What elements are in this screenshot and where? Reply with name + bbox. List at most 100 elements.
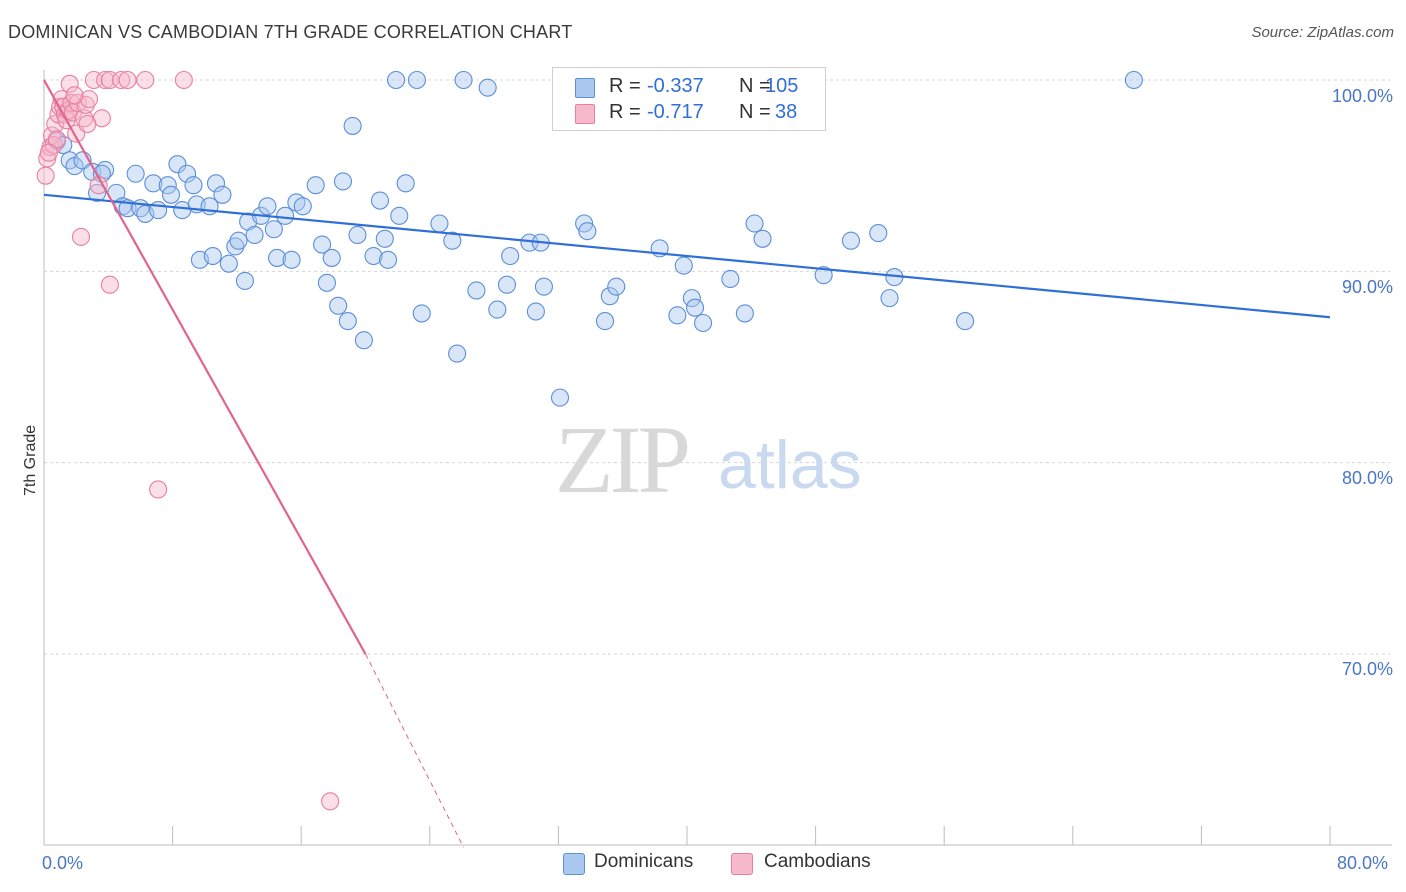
- cambodian-point: [321, 792, 340, 811]
- dominican-point: [229, 231, 248, 250]
- cambodian-point: [174, 70, 193, 90]
- dominican-point: [213, 185, 232, 204]
- dominican-point: [745, 214, 764, 233]
- dominican-point: [313, 235, 332, 254]
- y-tick-label: 100.0%: [1331, 86, 1393, 106]
- dominican-point: [293, 197, 312, 216]
- y-tick-label: 70.0%: [1341, 659, 1393, 679]
- dominican-point: [443, 231, 462, 250]
- cambodian-point: [100, 275, 119, 294]
- dominican-point: [814, 266, 833, 285]
- dominican-point: [375, 229, 394, 248]
- dominican-point: [600, 287, 619, 306]
- dominican-point: [682, 289, 701, 308]
- cambodian-legend-swatch: [731, 853, 753, 875]
- dominican-point: [276, 206, 295, 225]
- dominican-point: [735, 304, 754, 323]
- dominican-point: [306, 176, 325, 195]
- dominican-point: [317, 273, 336, 292]
- dominican-point: [178, 164, 197, 183]
- cambodian-point: [71, 227, 91, 246]
- dominican-point: [607, 277, 626, 296]
- dominican-point: [235, 271, 254, 290]
- cambodian-point: [118, 70, 137, 90]
- dominican-point: [526, 302, 545, 321]
- dominican-point: [430, 214, 449, 233]
- dominican-point: [126, 164, 145, 183]
- dominican-point: [206, 174, 226, 193]
- cambodian-point: [79, 90, 99, 109]
- cambodian-point: [36, 166, 55, 185]
- dominican-point: [87, 183, 107, 202]
- chart-source: Source: ZipAtlas.com: [1251, 24, 1394, 41]
- dominican-point: [869, 224, 888, 243]
- legend-r-value: -0.337: [647, 75, 704, 97]
- legend-n-label: N =: [739, 101, 771, 123]
- dominican-point: [343, 116, 362, 135]
- cambodian-point: [112, 70, 131, 90]
- cambodian-point: [78, 114, 97, 134]
- gridlines: [44, 79, 1390, 655]
- dominican-legend-swatch: [563, 853, 585, 875]
- cambodian-point: [136, 70, 155, 90]
- dominican-point: [203, 246, 222, 266]
- dominican-point: [478, 78, 497, 97]
- dominican-point: [364, 246, 383, 266]
- dominican-point: [219, 254, 238, 273]
- dominican-point: [329, 296, 348, 315]
- dominican-point: [378, 250, 398, 269]
- x-tick-label: 0.0%: [42, 853, 84, 873]
- dominican-point: [841, 231, 861, 250]
- dominican-point: [338, 312, 357, 331]
- dominican-point: [161, 185, 181, 204]
- dominican-point: [258, 197, 277, 216]
- dominican-point: [158, 176, 177, 195]
- legend-dominicans-label: Dominicans: [594, 851, 694, 872]
- cambodian-point: [75, 109, 94, 128]
- cambodian-point: [39, 143, 58, 162]
- cambodian-point: [149, 480, 168, 499]
- dominican-point: [454, 70, 473, 90]
- dominican-point: [448, 344, 467, 363]
- watermark-atlas: atlas: [718, 427, 862, 503]
- legend-n-label: N =: [739, 75, 771, 97]
- dominican-point: [467, 281, 486, 300]
- cambodian-swatch: [575, 104, 595, 124]
- dominican-point: [184, 176, 203, 195]
- dominican-point: [245, 225, 264, 245]
- dominican-point: [144, 174, 163, 193]
- dominican-point: [534, 277, 553, 296]
- dominican-point: [956, 312, 975, 331]
- legend-n-value: 38: [775, 101, 798, 123]
- dominican-point: [386, 70, 406, 90]
- dominican-point: [674, 256, 693, 275]
- dominican-point: [753, 229, 772, 248]
- y-tick-label: 80.0%: [1341, 468, 1393, 488]
- chart-title: DOMINICAN VS CAMBODIAN 7TH GRADE CORRELA…: [8, 22, 573, 42]
- dominican-point: [578, 222, 597, 241]
- dominican-point: [412, 304, 431, 323]
- cambodian-point: [47, 130, 66, 149]
- dominican-point: [390, 206, 409, 225]
- x-tick-label: 80.0%: [1337, 853, 1389, 873]
- zipatlas-watermark: ZIP atlas: [555, 406, 862, 513]
- trend-lines: [43, 79, 1331, 848]
- dominican-point: [501, 246, 520, 266]
- axes: [43, 70, 1392, 846]
- dominican-point: [226, 237, 245, 256]
- dominican-point: [550, 388, 570, 407]
- dominican-point: [333, 172, 353, 191]
- dominican-trend-line: [43, 193, 1331, 319]
- dominican-point: [348, 225, 367, 245]
- dominican-swatch: [575, 78, 595, 98]
- watermark-zip: ZIP: [555, 406, 688, 513]
- dominican-point: [264, 220, 283, 239]
- cambodian-point: [60, 74, 79, 93]
- legend-r-label: R =: [609, 75, 641, 97]
- cambodian-trend-line: [43, 79, 367, 655]
- y-tick-label: 90.0%: [1341, 277, 1393, 297]
- stats-legend: R = -0.337 N = 105 R = -0.717 N = 38: [552, 67, 826, 131]
- dominican-point: [396, 174, 415, 193]
- dominican-point: [595, 312, 615, 331]
